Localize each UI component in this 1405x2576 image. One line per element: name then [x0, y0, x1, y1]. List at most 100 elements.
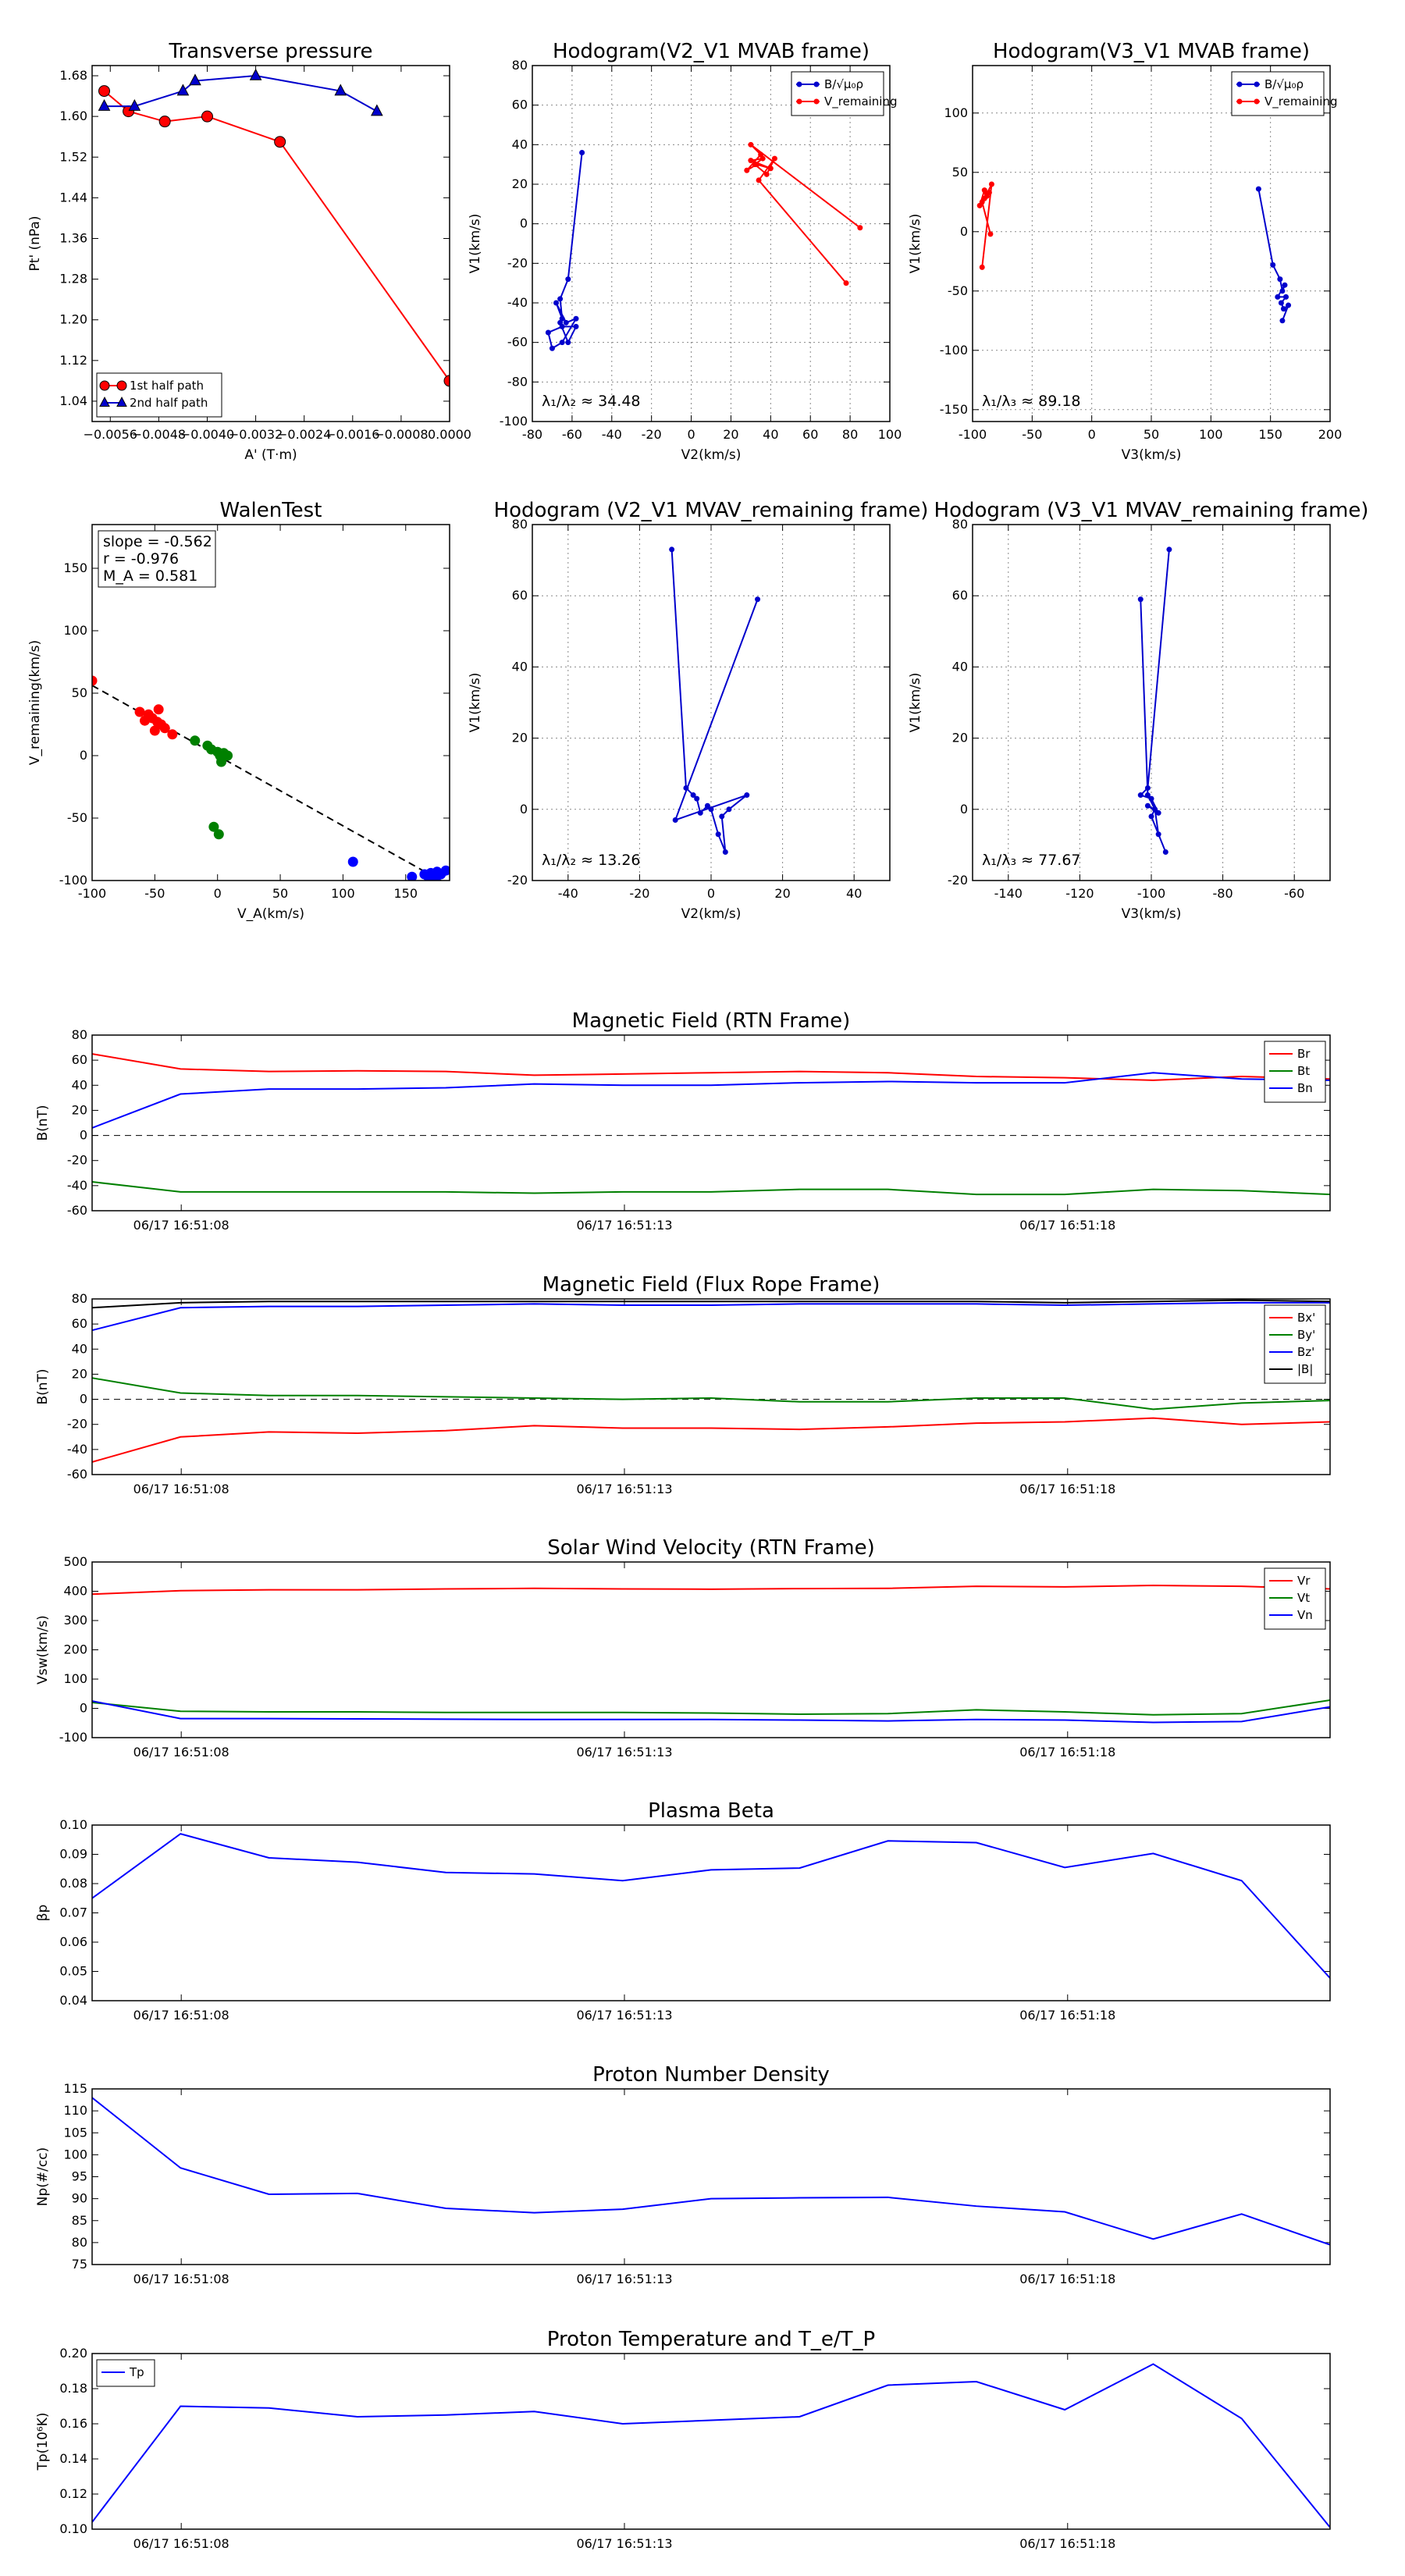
y-tick-label: 80 — [952, 517, 968, 532]
data-point — [669, 546, 675, 553]
plot-frame — [91, 1034, 1331, 1212]
y-tick-label: 75 — [72, 2257, 87, 2272]
chart-hodo1: Hodogram(V2_V1 MVAB frame)-100-80-60-40-… — [468, 40, 902, 463]
y-axis-label: V1(km/s) — [468, 673, 483, 733]
y-axis-label: Np(#/cc) — [35, 2147, 51, 2206]
y-tick-label: -50 — [948, 283, 968, 298]
data-point — [843, 280, 849, 286]
data-point — [565, 276, 571, 283]
x-tick-label: 50 — [272, 886, 288, 901]
data-point — [694, 795, 700, 802]
y-tick-label: -20 — [948, 873, 968, 888]
plot-frame — [91, 2353, 1331, 2530]
legend-label: Tp — [129, 2365, 144, 2379]
series-line-Vn — [92, 1700, 1330, 1724]
data-point — [563, 319, 569, 326]
y-tick-label: 1.12 — [59, 353, 87, 368]
x-tick-label: 06/17 16:51:13 — [576, 1218, 672, 1233]
x-axis-label: V2(km/s) — [681, 906, 742, 922]
y-tick-label: 0.12 — [59, 2486, 87, 2501]
data-point — [153, 704, 164, 715]
data-point — [213, 829, 224, 840]
data-point — [755, 596, 761, 603]
y-tick-label: 100 — [63, 1671, 87, 1686]
y-tick-label: 20 — [512, 176, 528, 191]
x-tick-label: 200 — [1318, 427, 1343, 442]
x-tick-label: 60 — [802, 427, 818, 442]
y-tick-label: 0.09 — [59, 1847, 87, 1862]
legend-marker — [796, 81, 802, 87]
data-point — [715, 831, 721, 838]
legend-label: Vr — [1297, 1574, 1311, 1588]
y-axis-label: V1(km/s) — [908, 673, 923, 733]
data-point — [1144, 802, 1151, 809]
data-point — [744, 792, 750, 799]
y-tick-label: 60 — [72, 1052, 87, 1067]
data-point — [440, 865, 450, 876]
data-point — [1152, 806, 1158, 813]
y-tick-label: -60 — [67, 1203, 87, 1218]
legend-label: V_remaining — [1264, 94, 1338, 109]
y-axis-label: V_remaining(km/s) — [27, 640, 43, 765]
y-tick-label: 110 — [63, 2103, 87, 2118]
x-tick-label: 06/17 16:51:08 — [133, 2008, 229, 2023]
x-tick-label: -100 — [1137, 886, 1165, 901]
chart-title: Transverse pressure — [169, 40, 373, 63]
y-tick-label: 1.04 — [59, 393, 87, 408]
data-point — [756, 177, 762, 183]
chart-beta: Plasma Beta 0.04 0.05 0.06 0.07 0.08 0.09 0.10 0… — [35, 1799, 1331, 2023]
data-point — [767, 165, 774, 172]
y-tick-label: 0 — [80, 748, 87, 763]
series-line-Vt — [92, 1699, 1330, 1716]
data-point — [1144, 785, 1151, 791]
plot-area — [92, 2097, 1330, 2246]
x-tick-label: 20 — [723, 427, 738, 442]
data-point — [573, 323, 579, 329]
legend-label: Br — [1297, 1047, 1311, 1061]
data-point — [1148, 795, 1154, 802]
data-point — [98, 85, 111, 98]
y-tick-label: 1.44 — [59, 190, 87, 205]
chart-mag_rtn: Magnetic Field (RTN Frame) -60 -40 -20 0 20 40… — [35, 1009, 1331, 1233]
y-tick-label: 1.36 — [59, 230, 87, 245]
series-line-Bz' — [92, 1301, 1330, 1332]
y-axis-label: Pt' (nPa) — [27, 216, 43, 272]
chart-title: Hodogram (V3_V1 MVAV_remaining frame) — [934, 499, 1369, 522]
data-point — [748, 158, 754, 164]
x-tick-label: 0.0000 — [428, 427, 471, 442]
x-tick-label: -20 — [642, 427, 662, 442]
y-tick-label: -100 — [940, 343, 968, 358]
x-tick-label: 06/17 16:51:08 — [133, 1745, 229, 1759]
y-tick-label: 60 — [72, 1316, 87, 1331]
x-tick-label: 06/17 16:51:08 — [133, 2536, 229, 2551]
x-tick-label: 0 — [1088, 427, 1096, 442]
legend-box — [791, 71, 884, 116]
legend-label: 1st half path — [130, 379, 204, 393]
data-point — [1280, 306, 1286, 312]
x-tick-label: 06/17 16:51:18 — [1019, 1745, 1115, 1759]
x-tick-label: -120 — [1065, 886, 1094, 901]
y-tick-label: -100 — [59, 873, 87, 888]
fit-line — [92, 685, 443, 881]
data-point — [143, 710, 154, 721]
y-tick-label: 90 — [72, 2191, 87, 2206]
legend-label: Vn — [1297, 1608, 1313, 1622]
legend-label: B/√μ₀ρ — [1264, 77, 1304, 91]
data-point — [176, 84, 190, 96]
data-point — [672, 817, 678, 823]
series-line-beta — [92, 1833, 1330, 1979]
data-point — [708, 806, 714, 813]
series-line-Vr — [92, 1584, 1330, 1596]
legend-marker — [116, 397, 127, 407]
x-tick-label: −0.0016 — [325, 427, 379, 442]
series-line-Tp — [92, 2363, 1330, 2528]
data-point — [565, 340, 571, 346]
legend-label: 2nd half path — [130, 396, 208, 410]
data-point — [98, 98, 111, 111]
data-point — [334, 84, 347, 96]
y-tick-label: 100 — [944, 105, 968, 120]
data-point — [1278, 300, 1284, 306]
y-tick-label: 0.04 — [59, 1993, 87, 2008]
x-tick-label: 150 — [393, 886, 418, 901]
data-point — [719, 813, 725, 820]
